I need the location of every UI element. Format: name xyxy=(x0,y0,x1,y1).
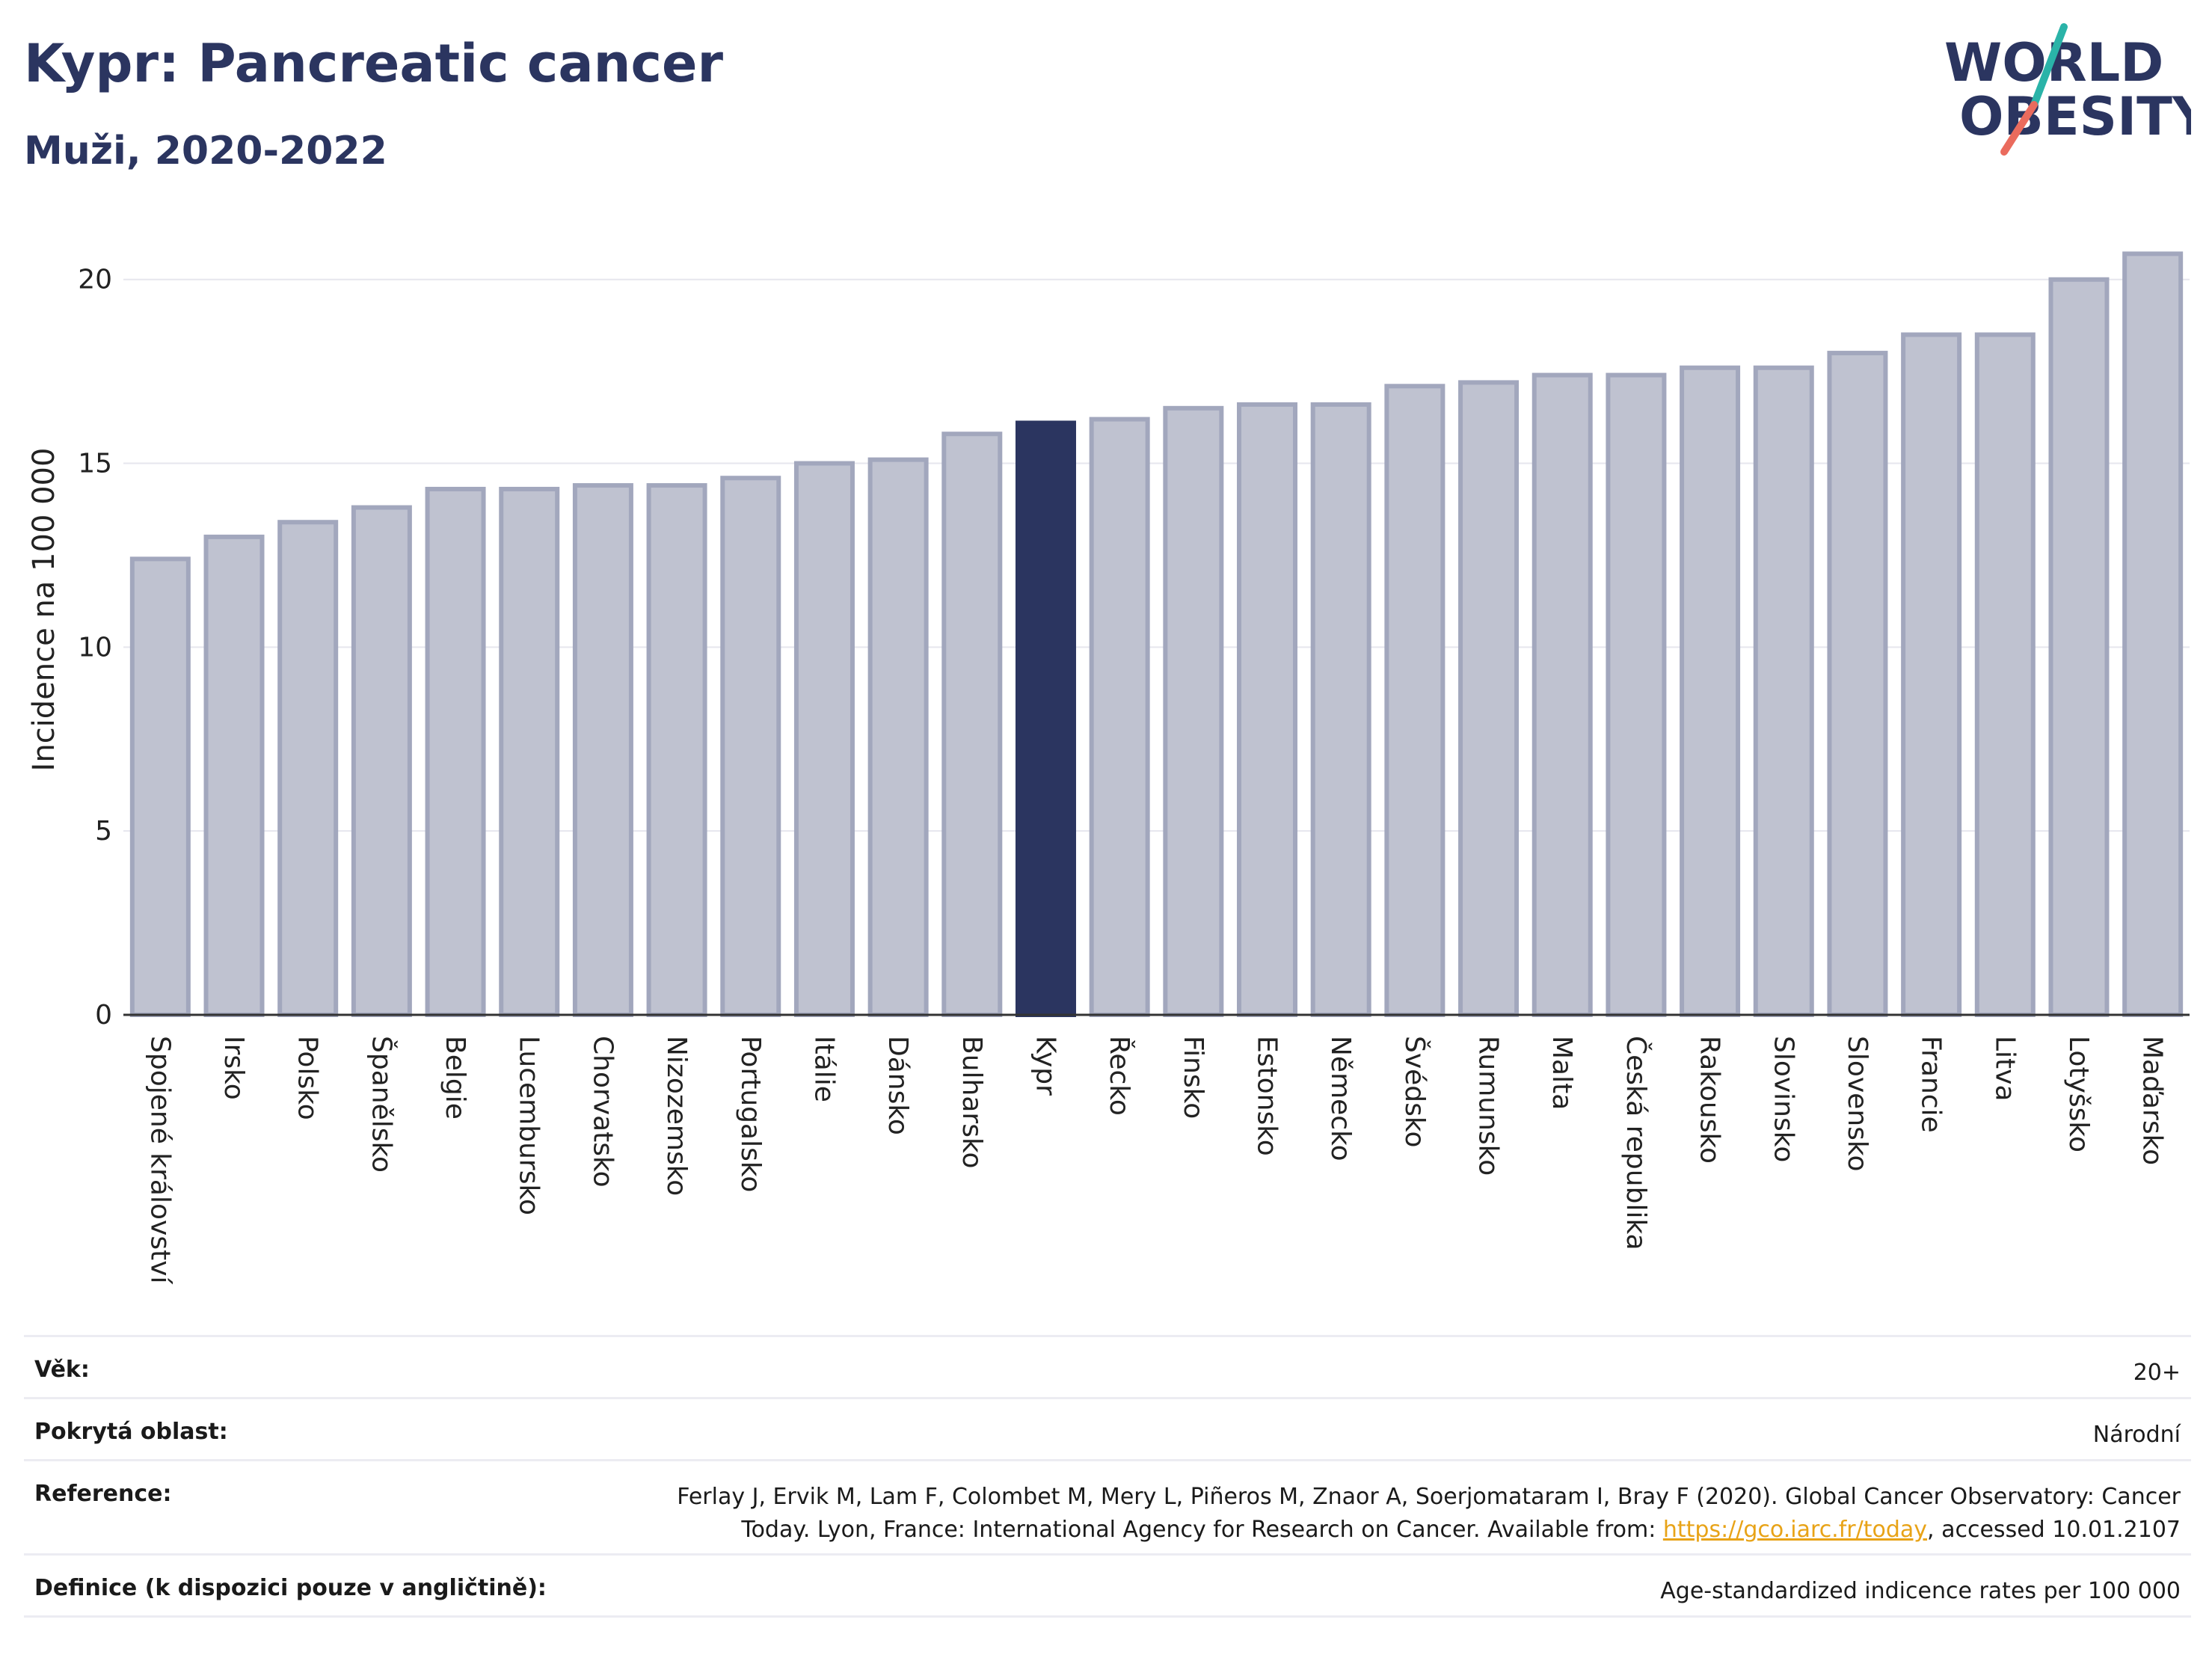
area-label: Pokrytá oblast: xyxy=(34,1419,228,1445)
x-tick-label: Finsko xyxy=(1178,1036,1208,1119)
area-value: Národní xyxy=(2092,1422,2181,1448)
info-table-end xyxy=(24,1615,2191,1618)
page-subtitle: Muži, 2020-2022 xyxy=(24,129,387,174)
x-tick-label: Belgie xyxy=(440,1036,470,1120)
reference-text: Ferlay J, Ervik M, Lam F, Colombet M, Me… xyxy=(677,1481,2181,1547)
bar-0[interactable] xyxy=(129,556,191,1017)
y-tick-label: 0 xyxy=(95,1000,112,1031)
x-tick-label: Irsko xyxy=(218,1036,249,1100)
bar-27[interactable] xyxy=(2122,251,2184,1017)
reference-line-1: Ferlay J, Ervik M, Lam F, Colombet M, Me… xyxy=(677,1484,2181,1510)
x-tick-label: Kypr xyxy=(1030,1036,1060,1096)
definition-value: Age-standardized indicence rates per 100… xyxy=(1660,1578,2181,1604)
bar-8[interactable] xyxy=(720,476,781,1017)
x-tick-label: Švédsko xyxy=(1399,1036,1431,1148)
x-tick-label: Španělsko xyxy=(366,1036,397,1173)
bar-25[interactable] xyxy=(1974,332,2036,1018)
bar-22[interactable] xyxy=(1753,365,1814,1018)
bar-3[interactable] xyxy=(351,505,412,1017)
bar-15[interactable] xyxy=(1237,402,1298,1017)
logo-slash-teal xyxy=(2030,23,2068,108)
y-axis-label: Incidence na 100 000 xyxy=(27,448,61,772)
x-tick-label: Dánsko xyxy=(882,1036,913,1135)
x-axis-labels: Spojené království Irsko Polsko Španělsko Be… xyxy=(144,1036,2167,1285)
bar-14[interactable] xyxy=(1163,405,1224,1017)
x-tick-label: Estonsko xyxy=(1252,1036,1282,1156)
info-row-age: Věk: 20+ xyxy=(24,1335,2191,1397)
x-tick-label: Německo xyxy=(1325,1036,1356,1161)
bar-4[interactable] xyxy=(425,486,486,1017)
chart-bars xyxy=(129,251,2184,1018)
bar-10[interactable] xyxy=(867,457,929,1017)
x-tick-label: Chorvatsko xyxy=(587,1036,618,1188)
x-tick-label: Spojené království xyxy=(144,1036,175,1285)
age-value: 20+ xyxy=(2133,1360,2181,1386)
reference-accessed: , accessed 10.01.2107 xyxy=(1927,1517,2181,1543)
bar-1[interactable] xyxy=(203,534,265,1017)
bar-18[interactable] xyxy=(1458,380,1520,1017)
bar-6[interactable] xyxy=(572,483,633,1017)
bar-26[interactable] xyxy=(2048,277,2110,1017)
x-tick-label: Malta xyxy=(1546,1036,1577,1110)
page-title: Kypr: Pancreatic cancer xyxy=(24,33,723,94)
info-row-reference: Reference: Ferlay J, Ervik M, Lam F, Col… xyxy=(24,1459,2191,1553)
bar-2[interactable] xyxy=(277,520,339,1017)
bar-17[interactable] xyxy=(1384,384,1446,1017)
y-tick-label: 15 xyxy=(78,449,112,479)
world-obesity-logo: WORLD OBESITY xyxy=(1944,23,2191,156)
bar-12[interactable] xyxy=(1015,420,1076,1017)
x-tick-label: Řecko xyxy=(1104,1036,1135,1116)
info-row-definition: Definice (k dispozici pouze v angličtině… xyxy=(24,1553,2191,1615)
x-tick-label: Nizozemsko xyxy=(661,1036,692,1196)
x-tick-label: Lotyšsko xyxy=(2063,1036,2094,1152)
x-tick-label: Itálie xyxy=(808,1036,839,1102)
y-tick-label: 10 xyxy=(78,632,112,663)
x-tick-label: Lucembursko xyxy=(514,1036,544,1215)
x-tick-label: Rumunsko xyxy=(1473,1036,1504,1176)
logo-slash-coral xyxy=(2000,101,2038,156)
bar-9[interactable] xyxy=(793,461,855,1017)
y-tick-label: 20 xyxy=(78,265,112,295)
bar-16[interactable] xyxy=(1310,402,1371,1017)
bar-21[interactable] xyxy=(1680,365,1741,1018)
reference-label: Reference: xyxy=(34,1481,172,1507)
x-tick-label: Slovensko xyxy=(1842,1036,1872,1172)
reference-link[interactable]: https://gco.iarc.fr/today xyxy=(1662,1517,1928,1543)
bar-7[interactable] xyxy=(646,483,707,1017)
bar-chart: 0 5 10 15 20 Spojené království Irsko Polsko Šp… xyxy=(27,251,2190,1285)
bar-13[interactable] xyxy=(1089,417,1150,1017)
x-tick-label: Rakousko xyxy=(1695,1036,1725,1164)
x-tick-label: Maďarsko xyxy=(2137,1036,2168,1165)
definition-label: Definice (k dispozici pouze v angličtině… xyxy=(34,1575,547,1601)
bar-23[interactable] xyxy=(1827,351,1888,1017)
x-tick-label: Portugalsko xyxy=(735,1036,766,1192)
bar-19[interactable] xyxy=(1531,372,1593,1017)
y-axis-ticks: 0 5 10 15 20 xyxy=(78,265,112,1031)
reference-line-2: Today. Lyon, France: International Agenc… xyxy=(741,1517,1656,1543)
info-row-area: Pokrytá oblast: Národní xyxy=(24,1397,2191,1459)
x-tick-label: Bulharsko xyxy=(956,1036,987,1169)
x-tick-label: Francie xyxy=(1916,1036,1947,1133)
bar-20[interactable] xyxy=(1606,372,1667,1017)
y-tick-label: 5 xyxy=(95,816,112,847)
info-table: Věk: 20+ Pokrytá oblast: Národní Referen… xyxy=(24,1335,2191,1618)
logo-text-obesity: OBESITY xyxy=(1959,86,2191,147)
bar-5[interactable] xyxy=(499,486,560,1017)
x-tick-label: Česká republika xyxy=(1620,1036,1652,1250)
bar-11[interactable] xyxy=(941,432,1003,1017)
x-tick-label: Slovinsko xyxy=(1768,1036,1798,1162)
x-tick-label: Polsko xyxy=(292,1036,323,1120)
bar-24[interactable] xyxy=(1901,332,1962,1018)
x-tick-label: Litva xyxy=(1989,1036,2020,1102)
age-label: Věk: xyxy=(34,1357,90,1383)
